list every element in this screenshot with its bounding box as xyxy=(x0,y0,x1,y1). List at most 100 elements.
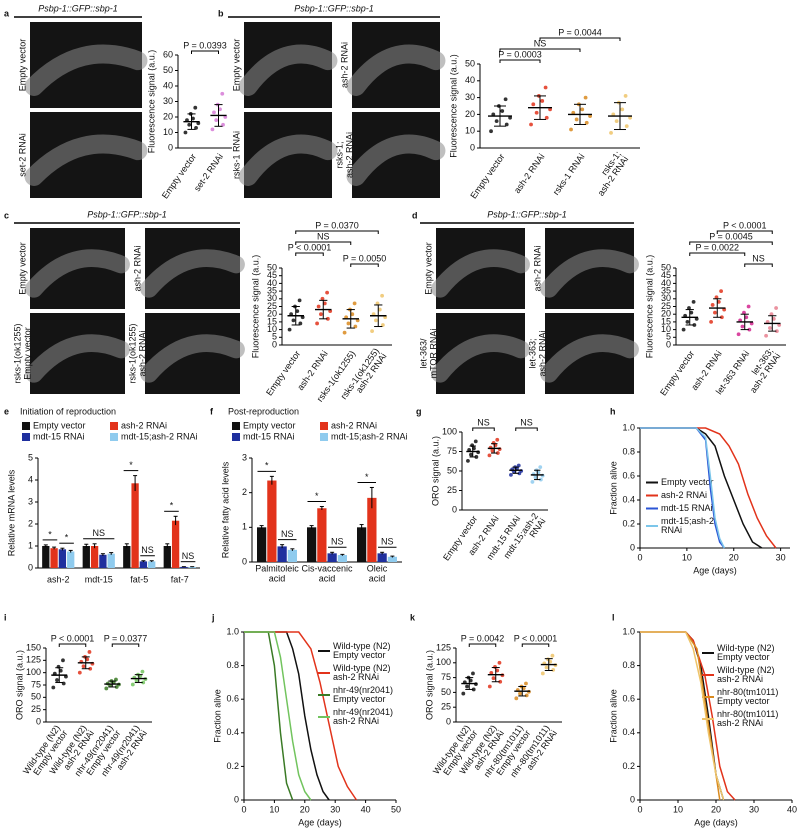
panel-label: l xyxy=(612,612,615,622)
comparison-label: P < 0.0001 xyxy=(723,220,767,230)
legend-label: Empty vector xyxy=(333,694,386,704)
bar xyxy=(107,553,115,568)
legend-label: nhr-49(nr2041) xyxy=(333,707,393,717)
y-tick-label: 0 xyxy=(234,794,239,804)
y-tick-label: 50 xyxy=(163,65,173,75)
bar xyxy=(123,546,131,568)
comparison-label: P = 0.0393 xyxy=(183,40,227,50)
y-tick-label: 35 xyxy=(267,285,277,295)
data-point xyxy=(491,676,496,681)
bar xyxy=(287,549,297,562)
data-point xyxy=(471,671,475,676)
x-tick-label: 10 xyxy=(682,552,692,562)
legend-label: mdt-15;ash-2 RNAi xyxy=(331,431,408,441)
data-point xyxy=(490,448,495,453)
comparison-label: NS xyxy=(477,417,490,427)
comparison-label: NS xyxy=(752,253,765,263)
x-tick-label: Palmitoleic xyxy=(255,563,299,573)
legend-swatch xyxy=(22,433,30,441)
panel-label: i xyxy=(4,612,7,622)
legend-label: ash-2 RNAi xyxy=(121,420,167,430)
data-point xyxy=(325,290,329,295)
annotation: NS xyxy=(281,529,294,539)
y-tick-label: 0 xyxy=(470,142,475,152)
worm xyxy=(431,334,530,383)
comparison-label: P = 0.0377 xyxy=(104,633,148,643)
data-point xyxy=(740,324,745,329)
annotation: NS xyxy=(92,528,105,538)
bar xyxy=(257,527,267,562)
x-tick-label: acid xyxy=(319,573,336,583)
worm xyxy=(238,134,338,186)
y-tick-label: 0.6 xyxy=(622,470,635,480)
y-tick-label: 4 xyxy=(28,474,33,484)
image-label: rsks-1(ok1255) xyxy=(127,323,137,383)
y-tick-label: 0.4 xyxy=(622,494,635,504)
data-point xyxy=(614,119,619,124)
data-point xyxy=(548,107,552,112)
data-point xyxy=(710,303,715,307)
y-tick-label: 25 xyxy=(441,702,451,712)
data-point xyxy=(487,453,492,458)
panel-label: a xyxy=(4,8,10,18)
worm xyxy=(540,334,639,383)
bar xyxy=(99,554,107,568)
y-tick-label: 100 xyxy=(442,426,457,436)
image-title: Psbp-1::GFP::sbp-1 xyxy=(38,3,118,13)
image-title: Psbp-1::GFP::sbp-1 xyxy=(87,209,167,219)
x-tick-label: acid xyxy=(369,573,386,583)
comparison-bracket xyxy=(295,241,352,245)
data-point xyxy=(55,678,59,682)
data-point xyxy=(736,332,741,337)
y-tick-label: 25 xyxy=(447,485,457,495)
y-tick-label: 0.4 xyxy=(226,727,239,737)
annotation: * xyxy=(129,460,133,470)
x-tick-label: fat-7 xyxy=(171,574,189,584)
y-tick-label: 0 xyxy=(666,339,671,349)
y-tick-label: 10 xyxy=(163,127,173,137)
x-tick-label: 30 xyxy=(749,804,759,814)
data-point xyxy=(771,316,776,321)
worm xyxy=(540,249,639,298)
survival-curve xyxy=(640,631,725,801)
comparison-bracket xyxy=(716,230,773,234)
data-point xyxy=(494,119,499,124)
data-point xyxy=(540,671,545,676)
y-axis-label: Fluorescence signal (a.u.) xyxy=(250,255,260,359)
image-label: Empty vector xyxy=(17,242,27,295)
data-point xyxy=(719,289,723,293)
data-point xyxy=(540,99,545,103)
bar xyxy=(387,556,397,562)
data-point xyxy=(687,306,691,310)
data-point xyxy=(529,122,533,127)
y-tick-label: 40 xyxy=(163,80,173,90)
comparison-label: P = 0.0042 xyxy=(461,633,505,643)
image-label: ash-2 RNAi xyxy=(132,245,142,291)
x-tick-label: ash-2 xyxy=(47,574,70,584)
image-label: Empty vector xyxy=(423,242,433,295)
data-point xyxy=(764,333,768,338)
y-axis-label: ORO signal (a.u.) xyxy=(14,650,24,720)
x-tick-label: ash-2 RNAi xyxy=(512,152,547,195)
comparison-label: P < 0.0001 xyxy=(514,633,558,643)
data-point xyxy=(524,693,529,698)
image-title: Psbp-1::GFP::sbp-1 xyxy=(294,3,374,13)
y-tick-label: 10 xyxy=(465,126,475,136)
data-point xyxy=(611,112,616,117)
worm xyxy=(431,249,530,298)
x-axis-label: Age (days) xyxy=(298,817,342,827)
legend-label: Empty vector xyxy=(717,696,770,706)
x-tick-label: 20 xyxy=(729,552,739,562)
data-point xyxy=(524,681,528,686)
y-tick-label: 1.0 xyxy=(622,626,635,636)
data-point xyxy=(543,85,548,90)
data-point xyxy=(551,668,556,672)
x-tick-label: Empty vector xyxy=(658,349,696,398)
image-label: rsks-1; xyxy=(334,142,344,169)
x-tick-label: 30 xyxy=(330,804,340,814)
y-tick-label: 0.8 xyxy=(622,660,635,670)
data-point xyxy=(514,696,519,701)
data-point xyxy=(319,312,323,317)
bar xyxy=(90,546,99,568)
panel-label: b xyxy=(218,8,224,18)
